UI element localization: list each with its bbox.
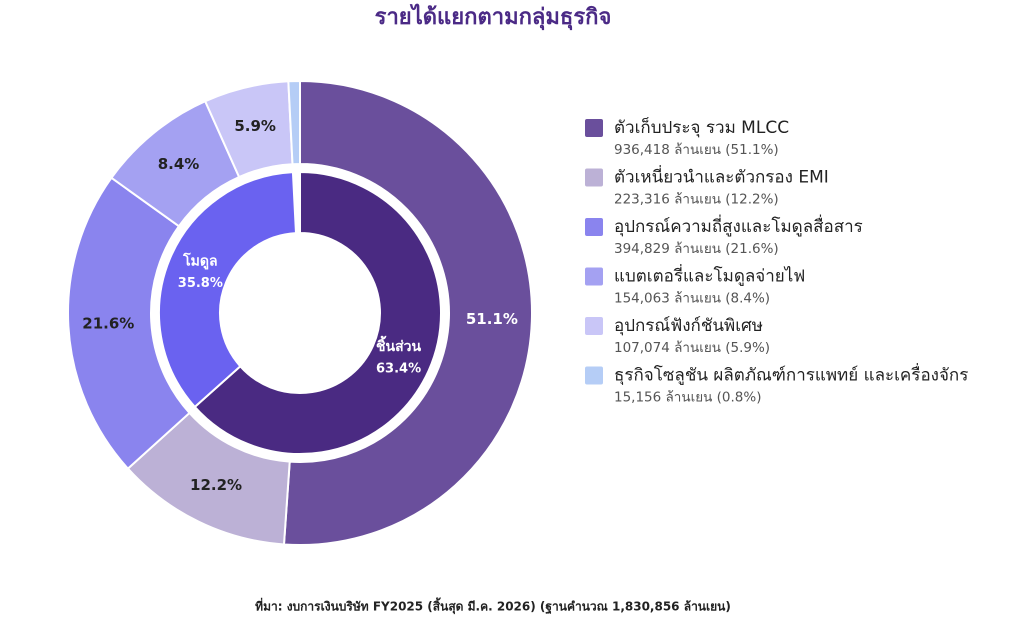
inner-category-label: โมดูล bbox=[182, 251, 217, 269]
legend-swatch bbox=[585, 218, 603, 236]
data-label: 5.9% bbox=[234, 117, 276, 135]
data-label: 35.8% bbox=[178, 276, 223, 291]
legend-label: ตัวเหนี่ยวนำและตัวกรอง EMI bbox=[614, 165, 829, 188]
legend-swatch bbox=[585, 317, 603, 335]
legend-swatch bbox=[585, 366, 603, 385]
legend-swatch bbox=[585, 119, 603, 137]
legend-swatch bbox=[585, 267, 603, 286]
legend-label: อุปกรณ์ความถี่สูงและโมดูลสื่อสาร bbox=[614, 214, 863, 237]
data-label: 63.4% bbox=[376, 362, 421, 377]
data-label: 12.2% bbox=[190, 476, 242, 494]
chart-title: รายได้แยกตามกลุ่มธุรกิจ bbox=[375, 3, 612, 31]
inner-category-label: ชิ้นส่วน bbox=[376, 335, 421, 355]
donut-segment bbox=[193, 170, 442, 455]
data-label: 8.4% bbox=[158, 155, 200, 173]
legend-detail: 394,829 ล้านเยน (21.6%) bbox=[614, 241, 779, 257]
legend-detail: 936,418 ล้านเยน (51.1%) bbox=[614, 142, 779, 158]
source-note: ที่มา: งบการเงินบริษัท FY2025 (สิ้นสุด ม… bbox=[255, 597, 731, 615]
legend: ตัวเก็บประจุ รวม MLCC 936,418 ล้านเยน (51… bbox=[585, 116, 968, 406]
donut-segment bbox=[287, 79, 301, 166]
legend-detail: 154,063 ล้านเยน (8.4%) bbox=[614, 291, 770, 307]
rings: 51.1% 12.2% 21.6% 8.4% 5.9% ชิ้นส่วน 63.4% โมดู… bbox=[67, 79, 533, 546]
legend-label: ธุรกิจโซลูชัน ผลิตภัณฑ์การแพทย์ และเครื่… bbox=[614, 363, 968, 386]
legend-label: ตัวเก็บประจุ รวม MLCC bbox=[614, 116, 789, 138]
data-label: 21.6% bbox=[82, 314, 134, 332]
data-label: 51.1% bbox=[466, 310, 518, 328]
legend-swatch bbox=[585, 168, 603, 187]
legend-detail: 15,156 ล้านเยน (0.8%) bbox=[614, 390, 762, 406]
donut-segment bbox=[282, 79, 533, 546]
legend-detail: 107,074 ล้านเยน (5.9%) bbox=[614, 340, 770, 356]
donut-segment bbox=[158, 171, 298, 409]
donut-segment bbox=[67, 176, 191, 471]
legend-detail: 223,316 ล้านเยน (12.2%) bbox=[614, 192, 779, 208]
legend-label: แบตเตอรี่และโมดูลจ่ายไฟ bbox=[614, 264, 805, 287]
legend-label: อุปกรณ์ฟังก์ชันพิเศษ bbox=[614, 316, 763, 336]
